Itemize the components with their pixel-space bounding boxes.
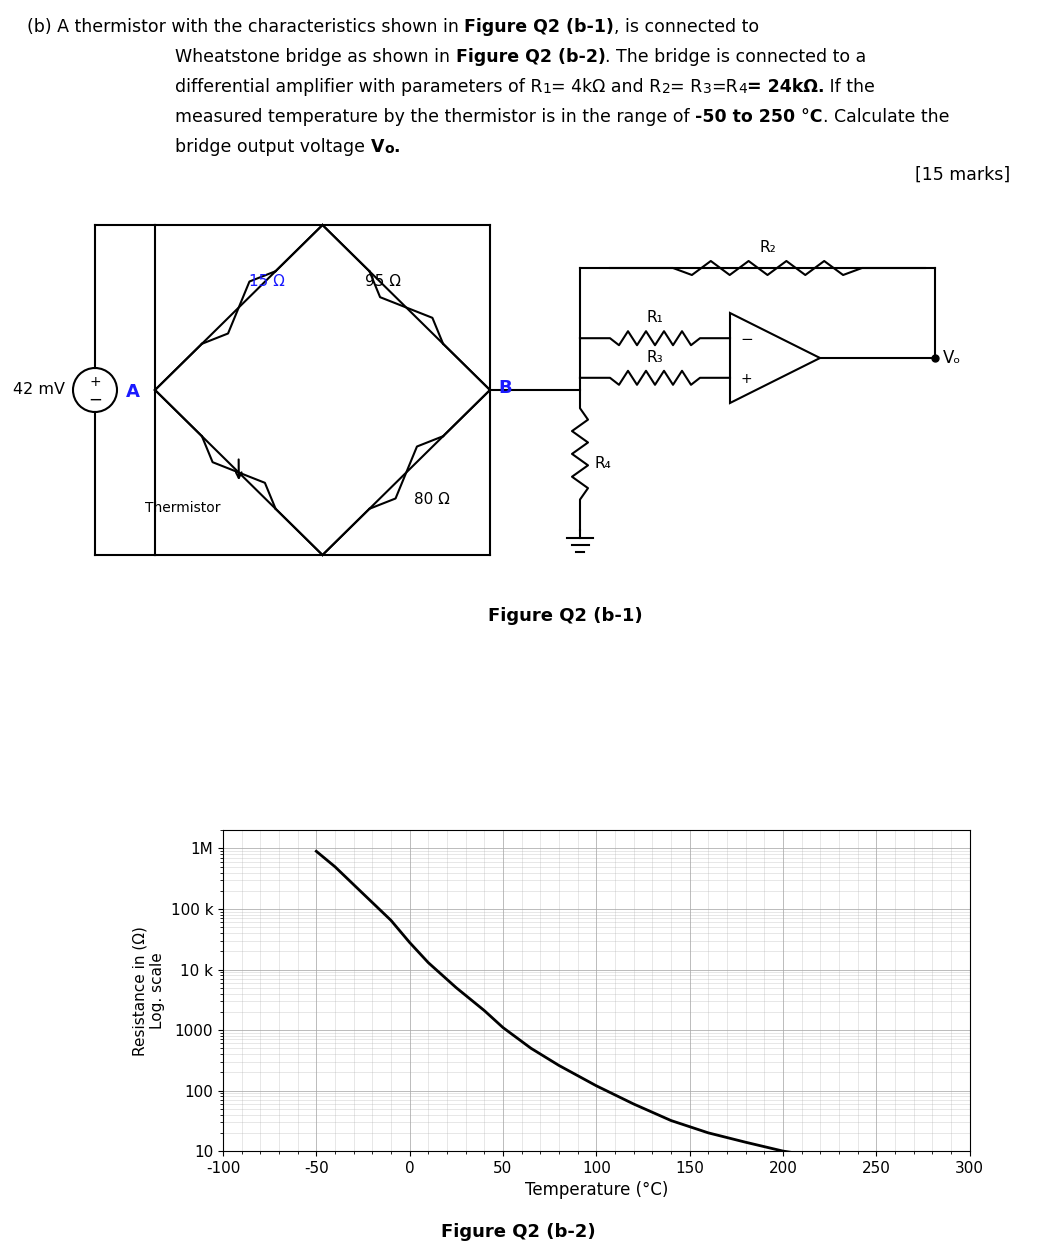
- X-axis label: Temperature (°C): Temperature (°C): [525, 1181, 668, 1199]
- Text: Figure Q2 (b-2): Figure Q2 (b-2): [455, 48, 606, 65]
- Text: measured temperature by the thermistor is in the range of: measured temperature by the thermistor i…: [175, 108, 695, 126]
- Text: 42 mV: 42 mV: [13, 382, 65, 398]
- Text: 95 Ω: 95 Ω: [365, 274, 401, 289]
- Text: =R: =R: [711, 78, 738, 96]
- Text: 15 Ω: 15 Ω: [249, 274, 284, 289]
- Y-axis label: Resistance in (Ω)
Log. scale: Resistance in (Ω) Log. scale: [133, 926, 165, 1055]
- Text: 1: 1: [542, 82, 552, 96]
- Text: Figure Q2 (b-1): Figure Q2 (b-1): [465, 18, 614, 36]
- Text: -50 to 250 °C: -50 to 250 °C: [695, 108, 822, 126]
- Text: .: .: [394, 138, 400, 156]
- Text: R₄: R₄: [594, 457, 611, 472]
- Text: 80 Ω: 80 Ω: [414, 492, 450, 507]
- Text: = 24kΩ.: = 24kΩ.: [747, 78, 824, 96]
- Text: 2: 2: [662, 82, 670, 96]
- Text: −: −: [88, 391, 102, 409]
- Text: Figure Q2 (b-2): Figure Q2 (b-2): [441, 1223, 596, 1240]
- Text: Figure Q2 (b-1): Figure Q2 (b-1): [487, 608, 642, 625]
- Text: 3: 3: [703, 82, 711, 96]
- Text: bridge output voltage: bridge output voltage: [175, 138, 370, 156]
- Text: Wheatstone bridge as shown in: Wheatstone bridge as shown in: [175, 48, 455, 65]
- Text: (b) A thermistor with the characteristics shown in: (b) A thermistor with the characteristic…: [27, 18, 465, 36]
- Text: . The bridge is connected to a: . The bridge is connected to a: [606, 48, 867, 65]
- Text: . Calculate the: . Calculate the: [822, 108, 949, 126]
- Text: o: o: [384, 142, 394, 156]
- Text: R₁: R₁: [647, 311, 664, 326]
- Text: B: B: [498, 379, 511, 398]
- Text: 4: 4: [738, 82, 747, 96]
- Text: +: +: [89, 375, 101, 389]
- Text: , is connected to: , is connected to: [614, 18, 759, 36]
- Text: differential amplifier with parameters of R: differential amplifier with parameters o…: [175, 78, 542, 96]
- Text: Vₒ: Vₒ: [943, 348, 961, 367]
- Text: = R: = R: [670, 78, 703, 96]
- Text: A: A: [127, 382, 140, 401]
- Text: = 4kΩ and R: = 4kΩ and R: [552, 78, 662, 96]
- Text: V: V: [370, 138, 384, 156]
- Text: R₂: R₂: [759, 240, 776, 255]
- Text: R₃: R₃: [647, 350, 664, 365]
- Text: [15 marks]: [15 marks]: [915, 166, 1010, 184]
- Text: Thermistor: Thermistor: [145, 501, 221, 515]
- Text: If the: If the: [824, 78, 875, 96]
- Text: −: −: [740, 332, 753, 347]
- Text: +: +: [740, 372, 752, 386]
